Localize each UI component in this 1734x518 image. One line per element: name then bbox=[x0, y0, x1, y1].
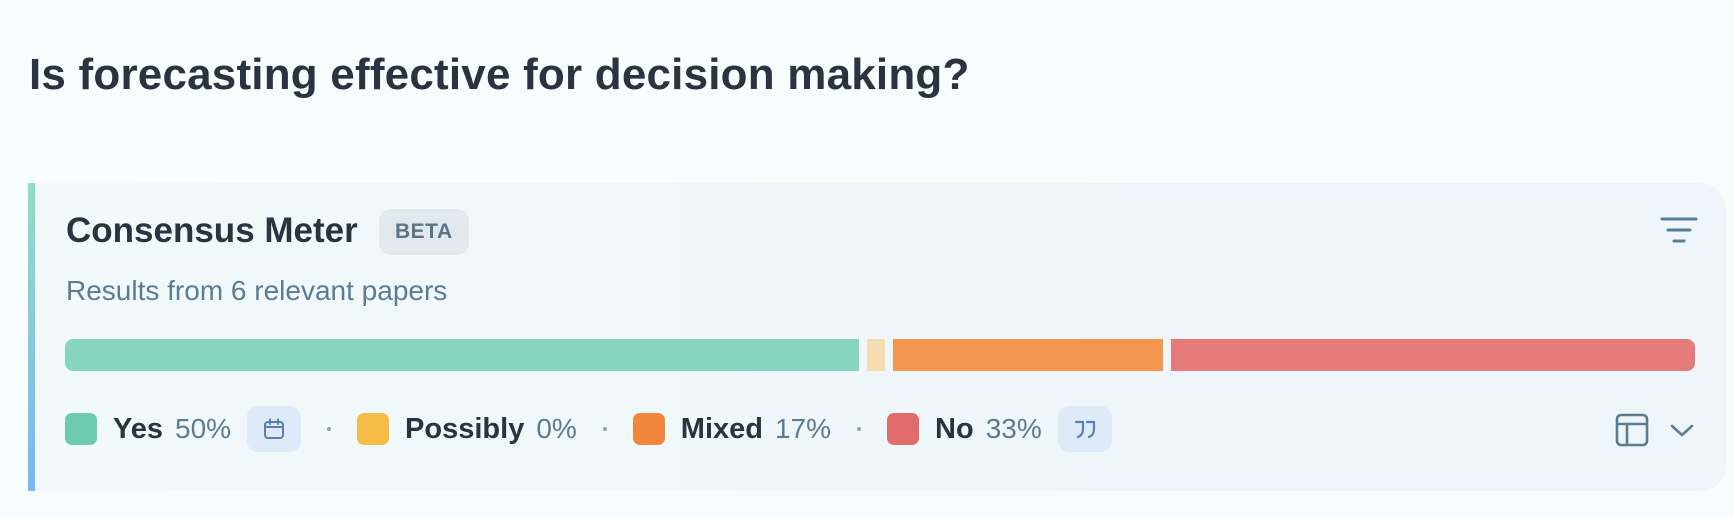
yes-label: Yes bbox=[113, 412, 163, 445]
possibly-percent: 0% bbox=[536, 413, 577, 444]
filter-button[interactable] bbox=[1658, 213, 1700, 247]
no-label: No bbox=[935, 412, 974, 445]
question-title: Is forecasting effective for decision ma… bbox=[29, 50, 970, 99]
legend-separator bbox=[602, 427, 607, 431]
mixed-swatch bbox=[632, 413, 665, 445]
card-title: Consensus Meter bbox=[66, 211, 358, 250]
legend-separator bbox=[857, 427, 862, 431]
card-accent-bar bbox=[28, 183, 35, 491]
possibly-swatch bbox=[357, 413, 390, 445]
mixed-percent: 17% bbox=[774, 413, 832, 444]
results-subtitle: Results from 6 relevant papers bbox=[66, 275, 448, 306]
legend-separator bbox=[327, 427, 332, 431]
consensus-bar-segment-no bbox=[1170, 339, 1695, 371]
calendar-button[interactable] bbox=[247, 406, 302, 452]
consensus-meter-card: Consensus Meter BETA Results from 6 rele… bbox=[28, 183, 1726, 491]
consensus-bar-segment-yes bbox=[65, 339, 859, 371]
yes-swatch bbox=[65, 413, 97, 445]
table-icon bbox=[1615, 413, 1649, 447]
calendar-icon bbox=[264, 418, 285, 439]
quote-icon bbox=[1074, 420, 1095, 439]
beta-badge: BETA bbox=[379, 209, 469, 255]
filter-icon bbox=[1660, 217, 1698, 243]
view-controls bbox=[1614, 412, 1696, 448]
expand-button[interactable] bbox=[1668, 420, 1696, 440]
mixed-label: Mixed bbox=[680, 412, 763, 445]
consensus-bar-segment-mixed bbox=[893, 339, 1163, 371]
yes-percent: 50% bbox=[175, 413, 232, 444]
consensus-bar-segment-possibly bbox=[867, 339, 885, 371]
consensus-bar bbox=[65, 339, 1695, 371]
chevron-down-icon bbox=[1670, 424, 1694, 437]
no-swatch bbox=[887, 413, 920, 445]
possibly-label: Possibly bbox=[405, 412, 525, 445]
table-view-button[interactable] bbox=[1614, 412, 1650, 448]
quote-button[interactable] bbox=[1057, 406, 1112, 452]
no-percent: 33% bbox=[985, 413, 1042, 444]
consensus-legend: Yes 50% Possibly 0% Mixed 17% No 33% bbox=[65, 405, 1112, 453]
